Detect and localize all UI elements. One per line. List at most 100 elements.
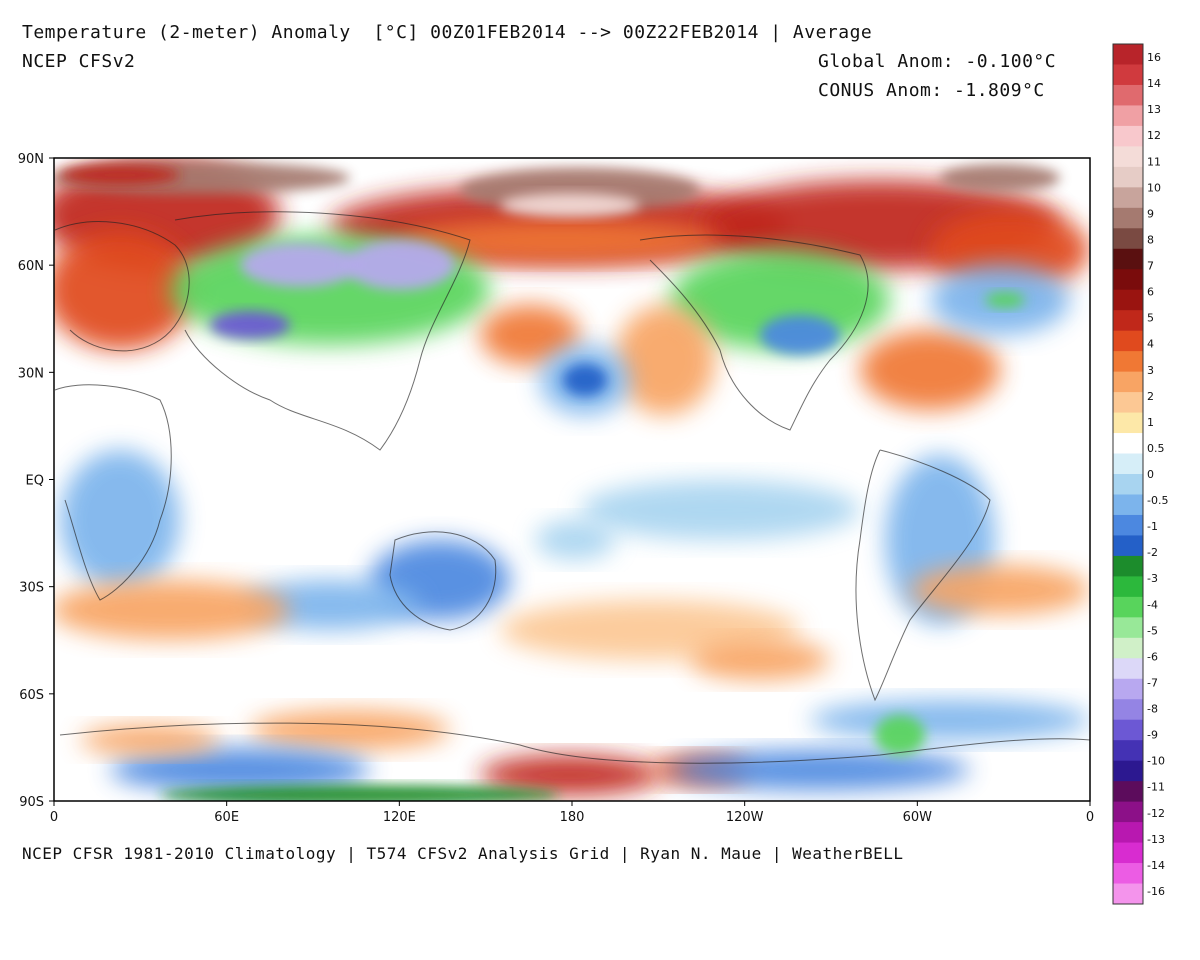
lon-label: 60W xyxy=(903,810,933,825)
lat-label: 60S xyxy=(19,688,44,703)
colorbar-label: -12 xyxy=(1147,807,1165,820)
anomaly-region xyxy=(480,755,660,795)
anomaly-region xyxy=(500,193,640,217)
lat-label: 30N xyxy=(18,366,44,381)
lon-label: 180 xyxy=(560,810,585,825)
coastline xyxy=(54,221,190,352)
lon-label: 0 xyxy=(50,810,58,825)
colorbar-swatch xyxy=(1113,596,1143,618)
lat-label: 90N xyxy=(18,152,44,167)
anomaly-region xyxy=(580,480,860,540)
lat-label: EQ xyxy=(26,474,44,489)
coastline xyxy=(174,211,471,451)
colorbar-swatch xyxy=(1113,187,1143,209)
anomaly-region xyxy=(345,240,455,290)
colorbar-swatch xyxy=(1113,719,1143,741)
colorbar-label: 3 xyxy=(1147,364,1154,377)
colorbar-swatch xyxy=(1113,433,1143,455)
colorbar-label: 4 xyxy=(1147,338,1154,351)
colorbar-swatch xyxy=(1113,310,1143,332)
anomaly-region xyxy=(480,305,580,365)
colorbar-swatch xyxy=(1113,842,1143,864)
colorbar-label: -16 xyxy=(1147,885,1165,898)
anomaly-region xyxy=(985,292,1025,308)
colorbar-swatch xyxy=(1113,166,1143,188)
colorbar-label: 7 xyxy=(1147,260,1154,273)
colorbar-label: 13 xyxy=(1147,103,1161,116)
colorbar-swatch xyxy=(1113,637,1143,659)
colorbar-swatch xyxy=(1113,392,1143,414)
colorbar-label: 9 xyxy=(1147,207,1154,220)
global-anomaly-readout: Global Anom: -0.100°C xyxy=(818,51,1057,72)
colorbar-label: 12 xyxy=(1147,129,1161,142)
anomaly-region xyxy=(563,364,607,396)
colorbar-label: 1 xyxy=(1147,416,1154,429)
colorbar-label: 6 xyxy=(1147,286,1154,299)
colorbar-swatch xyxy=(1113,883,1143,905)
lon-label: 60E xyxy=(214,810,239,825)
colorbar-swatch xyxy=(1113,289,1143,311)
anomaly-region xyxy=(110,748,370,792)
colorbar-swatch xyxy=(1113,105,1143,127)
anomaly-region xyxy=(54,230,195,350)
colorbar-label: -5 xyxy=(1147,624,1158,637)
lat-label: 60N xyxy=(18,259,44,274)
anomaly-region xyxy=(670,250,890,350)
coastline xyxy=(389,531,497,631)
anomaly-region xyxy=(160,785,560,801)
colorbar-label: 0.5 xyxy=(1147,442,1165,455)
anomaly-region xyxy=(615,305,715,415)
colorbar-label: 16 xyxy=(1147,51,1161,64)
colorbar-swatch xyxy=(1113,699,1143,721)
anomaly-region xyxy=(910,565,1090,615)
anomaly-region xyxy=(670,750,970,790)
anomaly-region xyxy=(810,700,1090,740)
coastline xyxy=(855,449,991,702)
colorbar-swatch xyxy=(1113,760,1143,782)
colorbar-label: 5 xyxy=(1147,312,1154,325)
colorbar-swatch xyxy=(1113,740,1143,762)
colorbar-swatch xyxy=(1113,248,1143,270)
anomaly-region xyxy=(60,165,180,185)
colorbar-swatch xyxy=(1113,576,1143,598)
colorbar-swatch xyxy=(1113,453,1143,475)
colorbar-label: 11 xyxy=(1147,155,1161,168)
colorbar-label: -1 xyxy=(1147,520,1158,533)
footer-credits: NCEP CFSR 1981-2010 Climatology | T574 C… xyxy=(22,844,904,863)
colorbar-swatch xyxy=(1113,330,1143,352)
model-name: NCEP CFSv2 xyxy=(22,51,136,72)
anomaly-region xyxy=(875,715,925,755)
conus-anomaly-readout: CONUS Anom: -1.809°C xyxy=(818,80,1045,101)
colorbar-swatch xyxy=(1113,678,1143,700)
colorbar-swatch xyxy=(1113,371,1143,393)
colorbar-swatch xyxy=(1113,494,1143,516)
lat-label: 30S xyxy=(19,581,44,596)
colorbar-label: 8 xyxy=(1147,233,1154,246)
colorbar-swatch xyxy=(1113,555,1143,577)
anomaly-region xyxy=(240,243,360,287)
coastline xyxy=(639,234,869,431)
colorbar-label: -7 xyxy=(1147,676,1158,689)
anomaly-region xyxy=(210,311,290,339)
colorbar-label: 10 xyxy=(1147,181,1161,194)
anomaly-region xyxy=(760,315,840,355)
colorbar-swatch xyxy=(1113,474,1143,495)
colorbar-label: -6 xyxy=(1147,650,1158,663)
colorbar-swatch xyxy=(1113,44,1143,65)
anomaly-region xyxy=(535,520,615,560)
colorbar-label: -13 xyxy=(1147,833,1165,846)
colorbar-label: -11 xyxy=(1147,781,1165,794)
colorbar-swatch xyxy=(1113,228,1143,250)
colorbar-swatch xyxy=(1113,351,1143,373)
colorbar-label: -14 xyxy=(1147,859,1165,872)
colorbar-swatch xyxy=(1113,84,1143,106)
anomaly-region xyxy=(80,725,220,755)
coastline xyxy=(59,722,1090,764)
colorbar-label: -4 xyxy=(1147,598,1158,611)
anomaly-region xyxy=(940,164,1060,192)
colorbar-swatch xyxy=(1113,269,1143,291)
colorbar-label: -9 xyxy=(1147,729,1158,742)
chart-title: Temperature (2-meter) Anomaly [°C] 00Z01… xyxy=(22,22,873,43)
colorbar: 16 14 13 12 11 10 9 8 7 6 5 4 3 2 1 0.5 0 -0.5 -1 -2 -3 -4 -5 -… xyxy=(1112,43,1168,905)
